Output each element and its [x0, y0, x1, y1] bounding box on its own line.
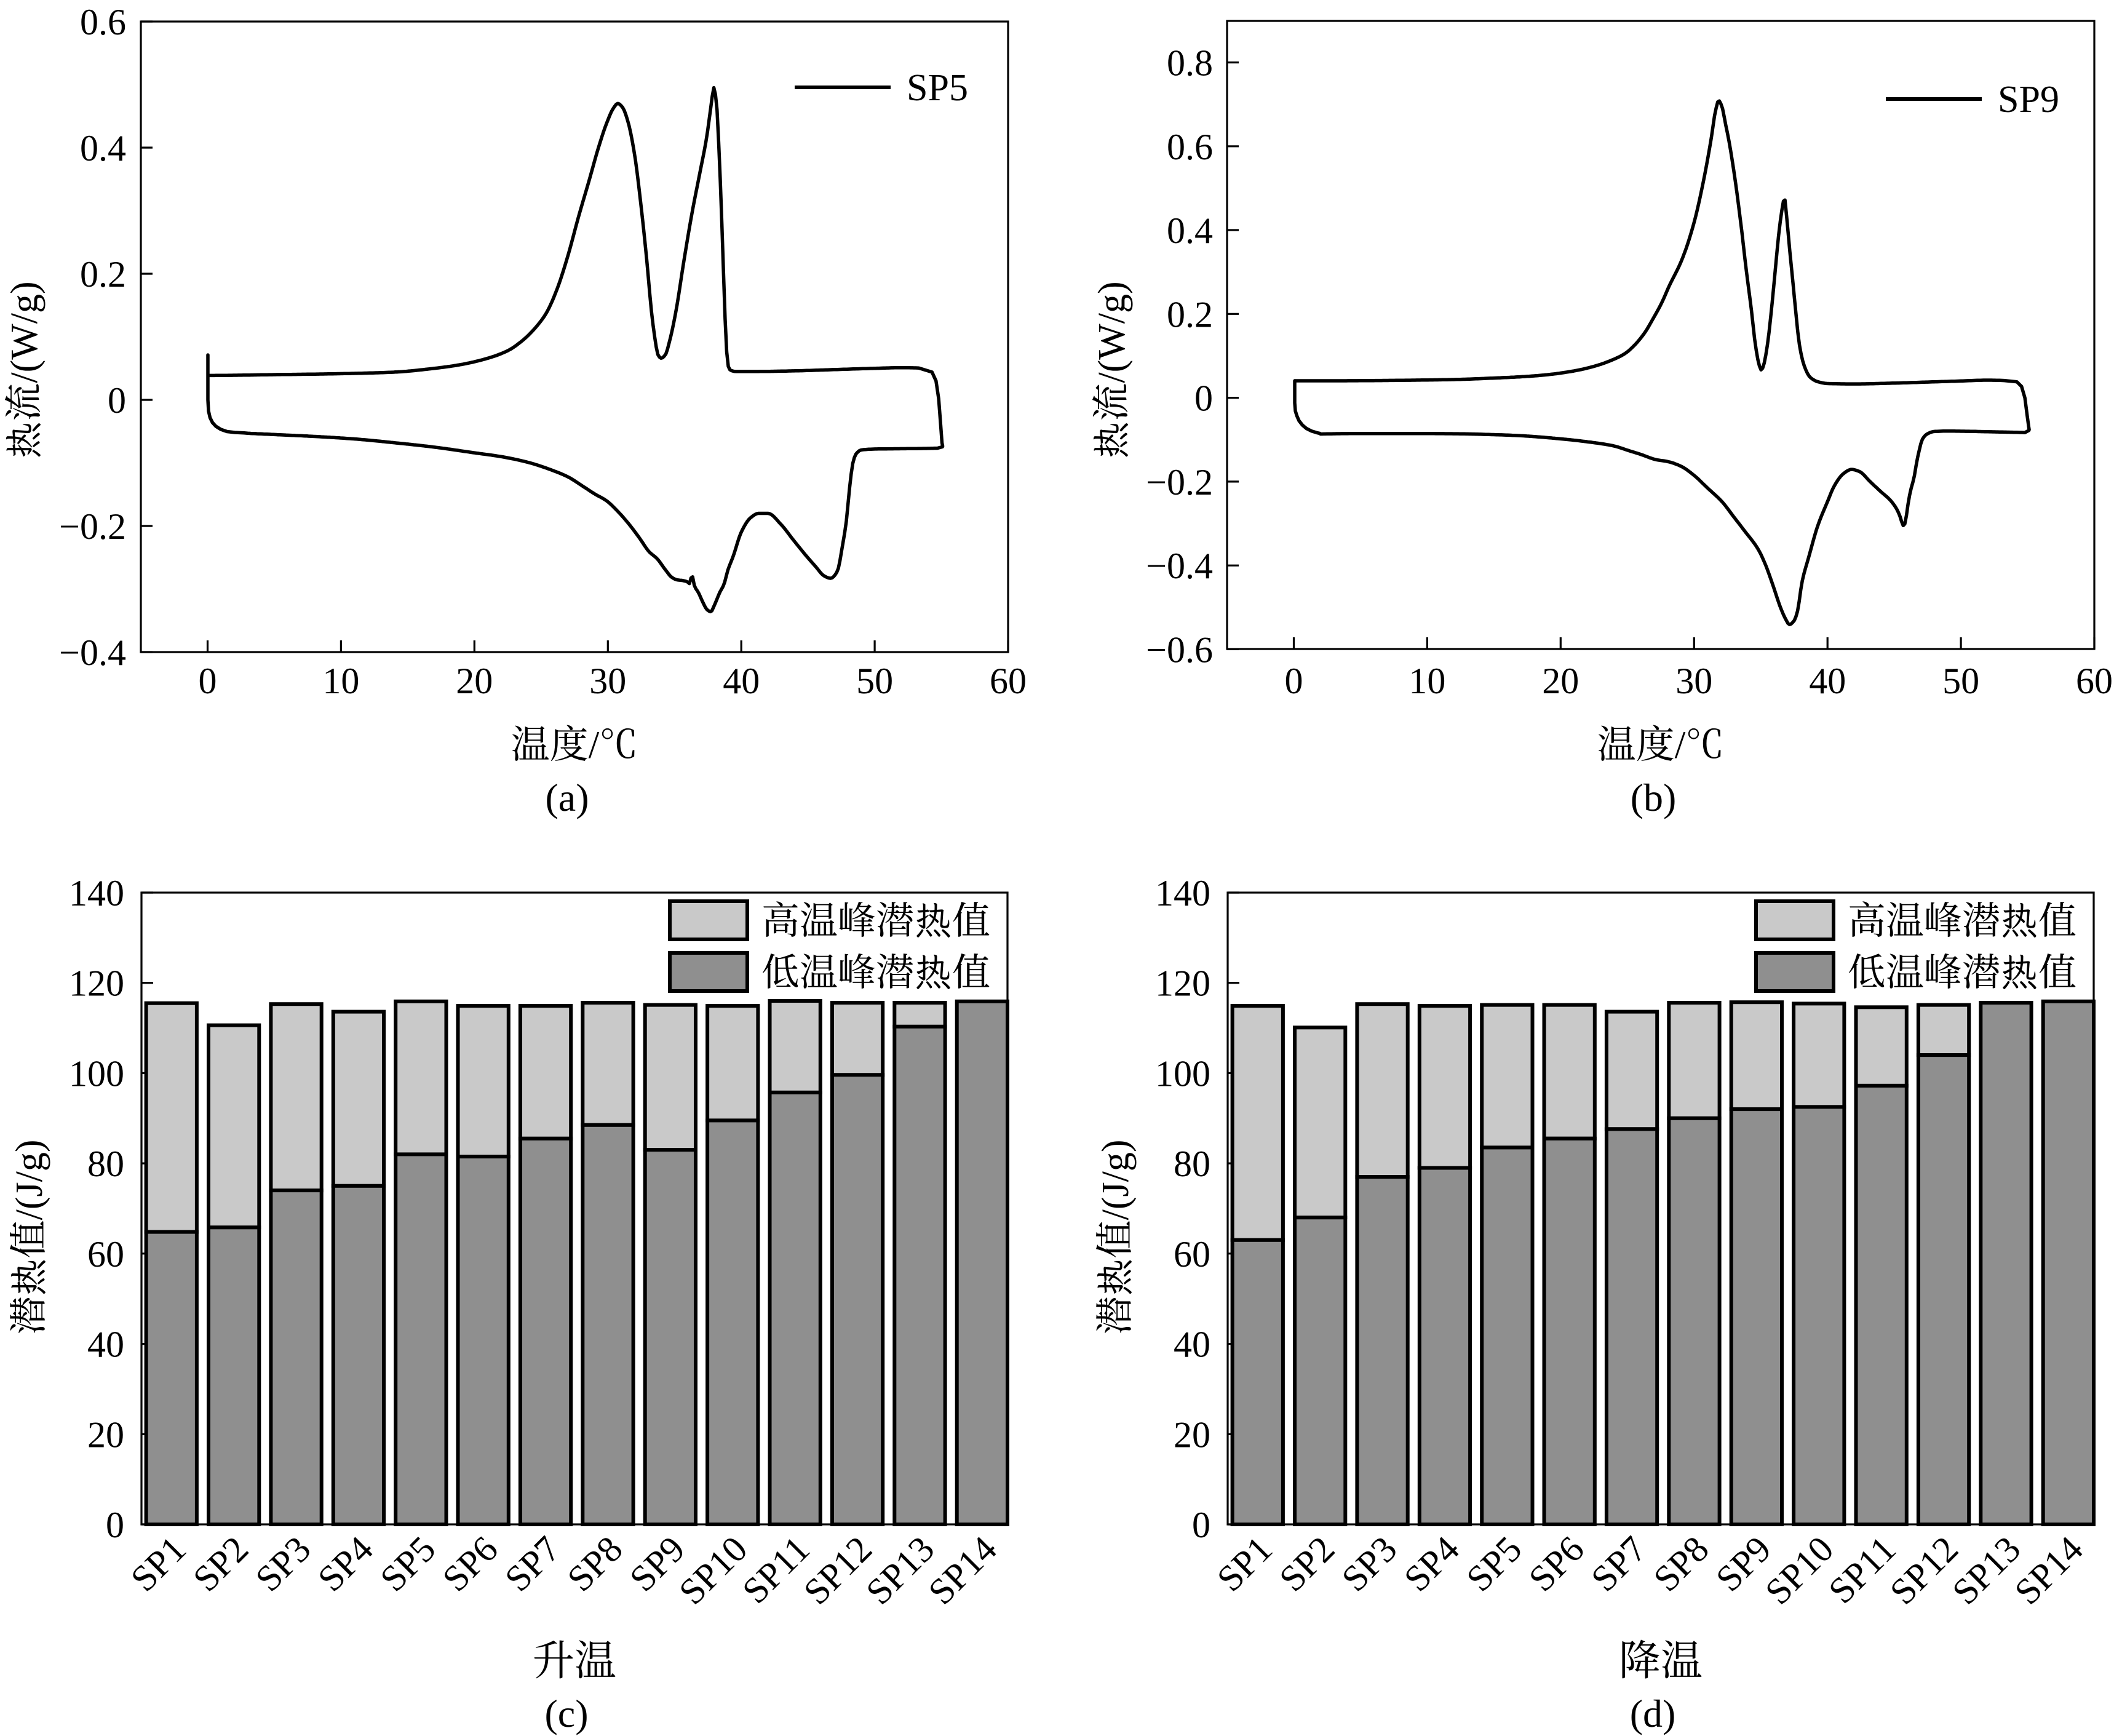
- svg-text:−0.2: −0.2: [1146, 462, 1213, 503]
- svg-text:/(J/g): /(J/g): [1095, 1140, 1137, 1220]
- svg-text:120: 120: [69, 963, 124, 1004]
- svg-text:20: 20: [1174, 1414, 1210, 1455]
- svg-text:−0.4: −0.4: [1146, 546, 1213, 586]
- svg-text:/(J/g): /(J/g): [9, 1140, 50, 1220]
- svg-text:0.2: 0.2: [1167, 294, 1213, 335]
- svg-text:50: 50: [1942, 661, 1979, 701]
- svg-text:40: 40: [1809, 661, 1846, 701]
- svg-text:60: 60: [2076, 661, 2113, 701]
- svg-text:40: 40: [723, 661, 760, 701]
- svg-text:0: 0: [106, 1505, 124, 1545]
- svg-text:30: 30: [1675, 661, 1712, 701]
- svg-text:60: 60: [1174, 1234, 1210, 1275]
- svg-text:/: /: [1675, 723, 1686, 766]
- svg-text:140: 140: [1155, 873, 1210, 914]
- svg-text:/(W/g): /(W/g): [4, 281, 46, 383]
- svg-text:0: 0: [199, 661, 217, 701]
- svg-text:0.6: 0.6: [80, 2, 126, 42]
- svg-text:0.4: 0.4: [80, 128, 126, 169]
- svg-text:20: 20: [456, 661, 493, 701]
- svg-text:(a): (a): [545, 776, 589, 819]
- svg-text:40: 40: [87, 1324, 124, 1365]
- svg-text:40: 40: [1174, 1324, 1210, 1365]
- svg-text:−0.2: −0.2: [59, 506, 126, 547]
- svg-text:−0.6: −0.6: [1146, 629, 1213, 670]
- svg-text:SP5: SP5: [907, 67, 968, 109]
- svg-text:−0.4: −0.4: [59, 632, 126, 673]
- svg-text:10: 10: [1409, 661, 1445, 701]
- svg-text:60: 60: [990, 661, 1027, 701]
- svg-text:0: 0: [1194, 378, 1213, 419]
- svg-text:0.4: 0.4: [1167, 210, 1213, 251]
- svg-text:120: 120: [1155, 963, 1210, 1004]
- svg-text:80: 80: [1174, 1144, 1210, 1184]
- svg-text:0.8: 0.8: [1167, 43, 1213, 84]
- svg-text:/(W/g): /(W/g): [1091, 281, 1133, 383]
- svg-text:10: 10: [322, 661, 359, 701]
- svg-text:(c): (c): [544, 1692, 588, 1735]
- svg-text:0.2: 0.2: [80, 254, 126, 295]
- svg-text:0: 0: [1192, 1505, 1210, 1545]
- svg-text:0.6: 0.6: [1167, 127, 1213, 167]
- svg-text:0: 0: [108, 380, 126, 421]
- svg-text:80: 80: [87, 1144, 124, 1184]
- svg-text:0: 0: [1285, 661, 1303, 701]
- svg-text:100: 100: [1155, 1053, 1210, 1094]
- svg-text:100: 100: [69, 1053, 124, 1094]
- svg-text:20: 20: [1542, 661, 1579, 701]
- svg-text:SP9: SP9: [1998, 79, 2059, 121]
- svg-text:20: 20: [87, 1414, 124, 1455]
- svg-text:60: 60: [87, 1234, 124, 1275]
- svg-text:30: 30: [589, 661, 626, 701]
- svg-text:(d): (d): [1630, 1692, 1676, 1735]
- svg-text:50: 50: [856, 661, 893, 701]
- svg-text:(b): (b): [1631, 776, 1677, 819]
- svg-text:140: 140: [69, 873, 124, 914]
- svg-text:/: /: [589, 723, 600, 766]
